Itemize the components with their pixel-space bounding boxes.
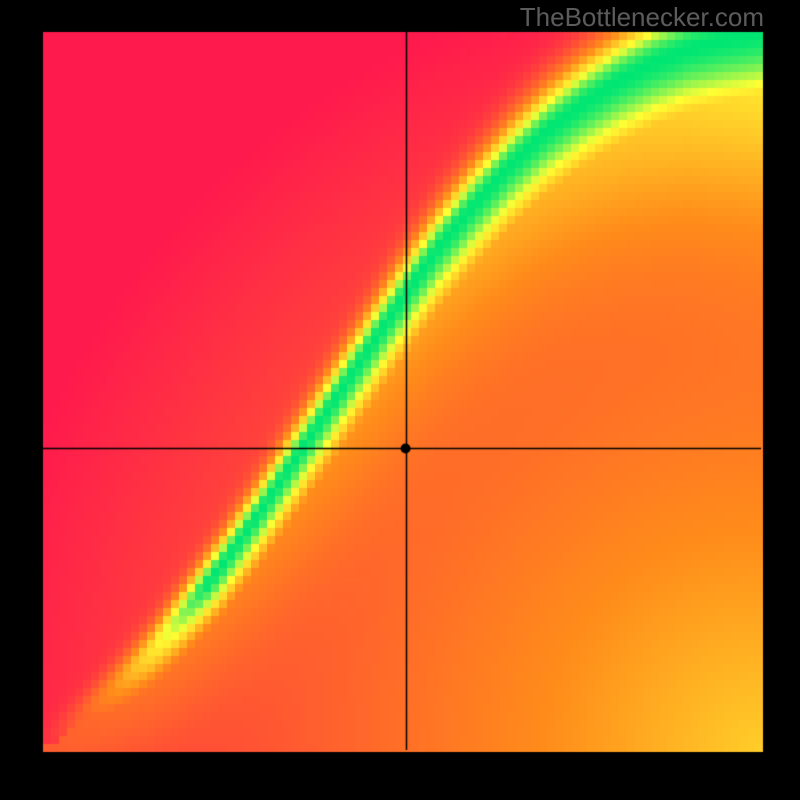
- chart-container: TheBottlenecker.com: [0, 0, 800, 800]
- bottleneck-heatmap: [0, 0, 800, 800]
- watermark-text: TheBottlenecker.com: [520, 2, 764, 33]
